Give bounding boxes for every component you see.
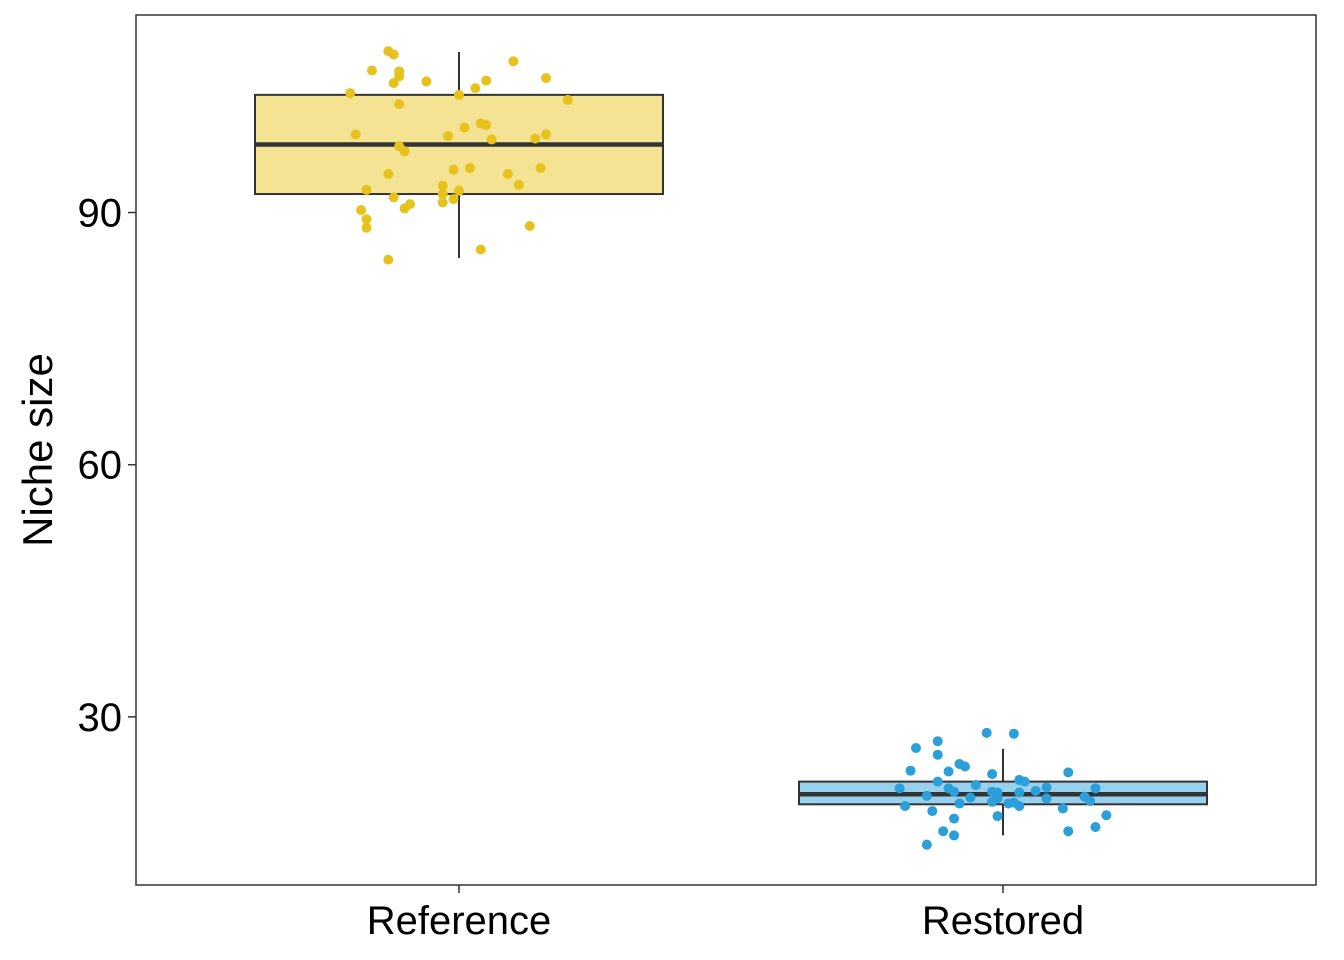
reference-point-30 bbox=[513, 179, 524, 190]
restored-point-40 bbox=[949, 813, 960, 824]
restored-point-13 bbox=[932, 776, 943, 787]
reference-point-14 bbox=[394, 99, 405, 110]
restored-point-25 bbox=[965, 792, 976, 803]
restored-point-14 bbox=[970, 779, 981, 790]
reference-point-8 bbox=[421, 76, 432, 87]
chart-axes: 30 60 90 Reference Restored bbox=[78, 192, 1085, 943]
reference-point-27 bbox=[448, 164, 459, 175]
reference-point-17 bbox=[459, 122, 470, 133]
restored-point-20 bbox=[949, 786, 960, 797]
reference-point-22 bbox=[486, 134, 497, 145]
restored-point-3 bbox=[910, 742, 921, 753]
reference-point-32 bbox=[361, 184, 372, 195]
reference-point-31 bbox=[437, 180, 448, 191]
restored-point-22 bbox=[1014, 787, 1025, 798]
reference-point-42 bbox=[524, 220, 535, 231]
restored-point-27 bbox=[1041, 793, 1052, 804]
reference-point-7 bbox=[481, 75, 492, 86]
reference-point-5 bbox=[394, 71, 405, 82]
restored-point-29 bbox=[987, 796, 998, 807]
restored-point-39 bbox=[992, 811, 1003, 822]
reference-point-1 bbox=[388, 49, 399, 60]
reference-point-21 bbox=[530, 133, 541, 144]
reference-point-40 bbox=[356, 205, 367, 216]
restored-point-12 bbox=[1019, 776, 1030, 787]
restored-point-24 bbox=[921, 790, 932, 801]
restored-point-6 bbox=[959, 761, 970, 772]
y-axis-label: Niche size bbox=[14, 353, 61, 547]
reference-point-2 bbox=[508, 56, 519, 67]
restored-point-37 bbox=[927, 806, 938, 817]
restored-point-7 bbox=[905, 765, 916, 776]
y-tick-label-90: 90 bbox=[78, 192, 123, 236]
restored-point-45 bbox=[921, 839, 932, 850]
reference-point-33 bbox=[454, 185, 464, 196]
reference-point-6 bbox=[541, 73, 552, 84]
restored-point-2 bbox=[932, 736, 943, 747]
restored-point-4 bbox=[932, 749, 943, 760]
reference-point-36 bbox=[448, 194, 459, 205]
reference-point-26 bbox=[464, 162, 475, 173]
chart-marks bbox=[254, 46, 1208, 850]
restored-point-41 bbox=[1090, 822, 1101, 832]
reference-point-37 bbox=[437, 197, 448, 208]
reference-point-11 bbox=[345, 88, 356, 99]
reference-point-39 bbox=[399, 203, 410, 214]
reference-point-12 bbox=[454, 89, 464, 100]
reference-point-24 bbox=[399, 146, 410, 157]
reference-point-43 bbox=[361, 222, 372, 233]
restored-point-44 bbox=[949, 830, 960, 841]
restored-point-10 bbox=[987, 769, 998, 780]
restored-point-9 bbox=[1063, 767, 1074, 778]
restored-point-0 bbox=[981, 727, 992, 738]
y-tick-label-30: 30 bbox=[78, 696, 123, 740]
x-tick-label-reference: Reference bbox=[367, 899, 552, 943]
y-tick-label-60: 60 bbox=[78, 444, 123, 488]
restored-point-36 bbox=[1057, 803, 1068, 814]
restored-point-17 bbox=[1090, 783, 1101, 794]
x-tick-label-restored: Restored bbox=[922, 899, 1084, 943]
reference-point-35 bbox=[388, 192, 399, 203]
reference-point-18 bbox=[350, 129, 361, 140]
reference-point-45 bbox=[383, 254, 394, 265]
reference-point-16 bbox=[481, 120, 492, 131]
reference-point-34 bbox=[437, 189, 448, 200]
reference-point-9 bbox=[388, 78, 399, 89]
restored-point-18 bbox=[1030, 785, 1041, 796]
reference-point-13 bbox=[562, 94, 573, 105]
restored-point-43 bbox=[938, 826, 949, 837]
reference-point-20 bbox=[443, 131, 454, 142]
restored-point-31 bbox=[1085, 795, 1096, 806]
reference-point-19 bbox=[541, 129, 552, 140]
reference-point-10 bbox=[470, 83, 481, 94]
reference-point-44 bbox=[475, 244, 486, 255]
reference-point-29 bbox=[502, 168, 513, 179]
reference-point-25 bbox=[535, 162, 546, 173]
restored-point-15 bbox=[1041, 782, 1052, 793]
reference-point-28 bbox=[383, 168, 394, 179]
restored-point-42 bbox=[1063, 826, 1074, 837]
restored-point-1 bbox=[1008, 728, 1019, 739]
reference-point-3 bbox=[366, 65, 377, 76]
restored-point-32 bbox=[954, 798, 965, 809]
restored-point-8 bbox=[943, 766, 954, 777]
restored-point-19 bbox=[894, 783, 905, 794]
restored-point-38 bbox=[1101, 810, 1112, 821]
restored-point-34 bbox=[1014, 800, 1025, 811]
restored-point-35 bbox=[900, 800, 911, 811]
reference-point-41 bbox=[361, 214, 372, 225]
